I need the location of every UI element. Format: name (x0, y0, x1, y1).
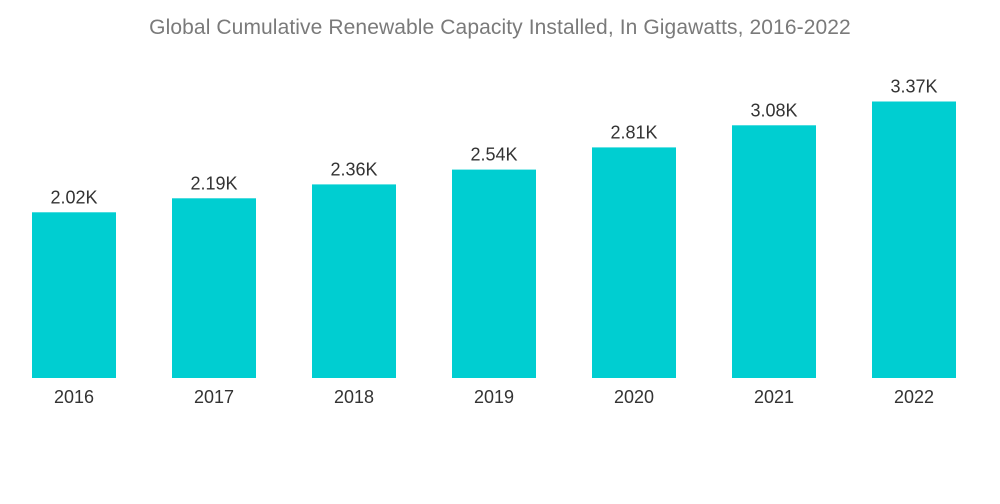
x-tick-label-2021: 2021 (754, 387, 794, 407)
x-tick-label-2019: 2019 (474, 387, 514, 407)
data-label-2018: 2.36K (330, 159, 377, 179)
bar-2019 (452, 169, 536, 378)
bars-layer (32, 101, 956, 378)
x-tick-labels-layer: 2016 2017 2018 2019 2020 2021 2022 (54, 387, 934, 407)
data-label-2019: 2.54K (470, 145, 517, 165)
bar-2016 (32, 212, 116, 378)
x-tick-label-2017: 2017 (194, 387, 234, 407)
data-labels-layer: 2.02K 2.19K 2.36K 2.54K 2.81K 3.08K 3.37K (50, 77, 937, 208)
bar-2018 (312, 184, 396, 378)
chart-title: Global Cumulative Renewable Capacity Ins… (149, 16, 851, 39)
x-tick-label-2020: 2020 (614, 387, 654, 407)
data-label-2016: 2.02K (50, 187, 97, 207)
bar-2020 (592, 147, 676, 378)
bar-2017 (172, 198, 256, 378)
bar-2021 (732, 125, 816, 378)
x-tick-label-2022: 2022 (894, 387, 934, 407)
data-label-2017: 2.19K (190, 173, 237, 193)
x-tick-label-2016: 2016 (54, 387, 94, 407)
data-label-2021: 3.08K (750, 100, 797, 120)
data-label-2022: 3.37K (890, 77, 937, 97)
bar-2022 (872, 101, 956, 378)
x-tick-label-2018: 2018 (334, 387, 374, 407)
data-label-2020: 2.81K (610, 122, 657, 142)
